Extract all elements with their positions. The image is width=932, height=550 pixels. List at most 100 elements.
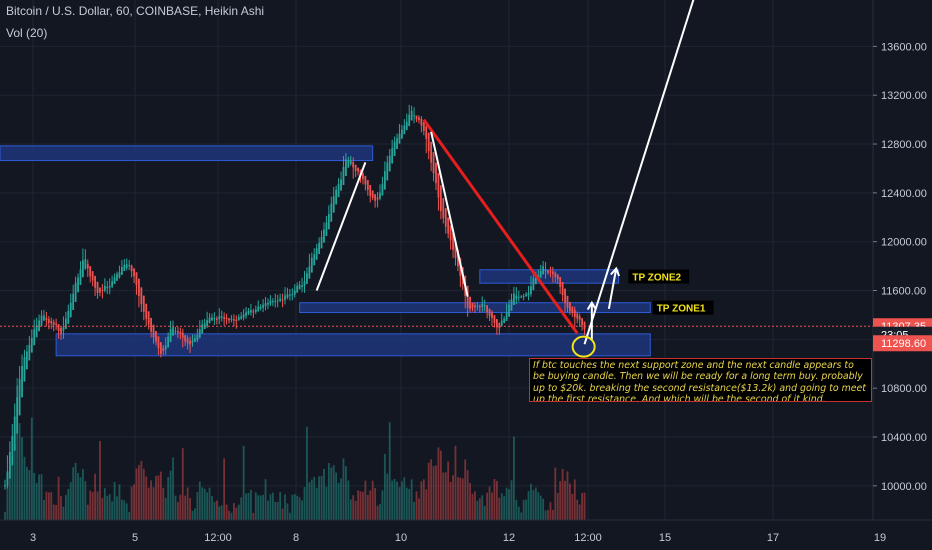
price-axis[interactable]: 10000.0010400.0010800.0011200.0011600.00… [872, 0, 932, 550]
time-axis[interactable]: 3 5 12:00 8 10 12 12:00 15 17 19 [0, 519, 932, 550]
volume-bar [444, 472, 447, 520]
volume-bar [11, 455, 14, 520]
volume-bar [461, 478, 464, 520]
candle-body [284, 295, 286, 300]
volume-bar [530, 483, 532, 520]
volume-bar [279, 492, 282, 520]
volume-bar [457, 477, 459, 520]
volume-bar [449, 481, 452, 520]
candle-body [67, 310, 70, 324]
candle-body [86, 263, 89, 269]
volume-bar [291, 494, 294, 520]
candle-body [250, 310, 252, 313]
volume-bar [359, 491, 362, 520]
volume-bar [138, 465, 140, 520]
candle-body [403, 125, 406, 135]
volume-bar [556, 492, 559, 520]
candle-body [172, 327, 174, 336]
price-zone [479, 269, 620, 284]
volume-bar [362, 491, 364, 520]
candle-body [123, 264, 126, 271]
volume-bar [357, 490, 359, 520]
volume-bar [483, 505, 486, 520]
volume-bar [47, 492, 50, 520]
candle-body [164, 345, 167, 350]
volume-bar [481, 495, 484, 520]
arrow-shaft [607, 268, 618, 310]
candle-body [418, 117, 420, 121]
volume-bar [418, 498, 420, 520]
candle-body [362, 172, 364, 180]
volume-bar [30, 417, 33, 520]
candle-body [40, 315, 43, 326]
candle-body [106, 286, 109, 289]
candle-body [230, 318, 233, 320]
volume-bar [332, 465, 335, 520]
volume-bar [145, 476, 148, 520]
candle-body [201, 324, 204, 334]
candle-body [13, 416, 16, 451]
candle-body [357, 167, 359, 172]
volume-bar [571, 493, 574, 520]
price-tick-label: 11600.00 [881, 286, 926, 298]
candle-body [478, 306, 481, 308]
volume-bar [354, 501, 357, 520]
candle-body [120, 267, 123, 275]
candle-body [576, 313, 579, 319]
volume-bar [220, 505, 223, 520]
candle-body [405, 122, 408, 130]
volume-bar [323, 468, 325, 520]
candle-body [288, 294, 291, 296]
candle-body [444, 208, 447, 227]
candle-body [313, 254, 316, 266]
candle-body [208, 317, 211, 324]
volume-bar [40, 474, 43, 520]
candle-body [569, 301, 571, 312]
candle-body [457, 249, 459, 267]
volume-bar [454, 445, 457, 520]
candle-body [18, 379, 21, 416]
volume-bar [430, 459, 433, 520]
zone-label: TP ZONE2 [628, 269, 690, 284]
volume-bar [116, 496, 118, 520]
volume-bar [152, 487, 155, 520]
volume-bar [488, 486, 491, 520]
candle-body [184, 335, 187, 342]
candle-body [176, 331, 179, 333]
volume-bar [211, 496, 213, 520]
volume-bar [559, 481, 562, 520]
volume-bar [69, 482, 72, 520]
volume-bar [476, 500, 479, 520]
volume-bar [240, 497, 243, 520]
candle-body [391, 148, 394, 164]
candle-body [410, 110, 413, 121]
candle-body [116, 274, 118, 281]
candle-body [45, 318, 48, 321]
volume-bar [64, 494, 67, 520]
candle-body [276, 300, 279, 302]
volume-bar [364, 480, 367, 520]
candle-body [430, 141, 433, 163]
volume-bar [583, 492, 586, 520]
candle-body [517, 296, 520, 298]
candle-body [259, 306, 262, 309]
candle-body [55, 323, 58, 325]
volume-bar [232, 503, 235, 520]
candle-body [466, 285, 469, 308]
candle-body [147, 311, 150, 325]
volume-bar [505, 487, 508, 520]
volume-bar [374, 488, 377, 520]
candle-body [23, 357, 26, 382]
volume-bar [91, 491, 94, 520]
volume-bar [230, 512, 233, 520]
candle-body [262, 304, 265, 308]
volume-bar [469, 483, 471, 520]
volume-bar [215, 500, 218, 520]
volume-bar [408, 489, 411, 520]
volume-bar [72, 467, 75, 520]
candle-body [488, 308, 491, 316]
candle-body [327, 214, 330, 230]
volume-bar [150, 480, 152, 520]
time-tick-label: 8 [293, 532, 299, 544]
